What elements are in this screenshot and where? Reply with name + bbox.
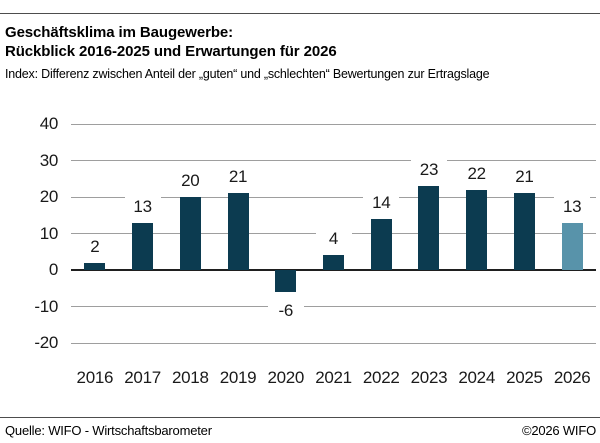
x-axis-label-2018: 2018 — [172, 368, 209, 387]
y-axis-label-30: 30 — [39, 150, 59, 170]
bar-value-label-2019: 21 — [220, 167, 257, 188]
bar-2016 — [84, 262, 106, 270]
bar-2026 — [561, 222, 583, 270]
bar-value-label-2024: 22 — [458, 163, 495, 184]
y-axis-label-40: 40 — [39, 114, 59, 133]
bar-2025 — [513, 193, 535, 270]
x-axis-label-2016: 2016 — [76, 368, 114, 387]
x-axis-label-2024: 2024 — [458, 368, 495, 387]
source-text: Quelle: WIFO - Wirtschaftsbarometer — [5, 423, 212, 438]
gridline-0 — [71, 269, 596, 271]
y-axis-label--10: -10 — [34, 296, 58, 316]
bar-2024 — [466, 189, 488, 270]
bar-value-label-2021: 4 — [315, 229, 352, 250]
bar-2020 — [275, 270, 297, 292]
bar-value-label-2017: 13 — [124, 196, 161, 217]
x-axis-label-2020: 2020 — [267, 368, 305, 387]
gridline--10 — [71, 306, 596, 307]
x-axis-label-2022: 2022 — [362, 368, 400, 387]
bar-2022 — [370, 218, 392, 270]
gridline-30 — [71, 160, 596, 161]
chart-footer: Quelle: WIFO - Wirtschaftsbarometer ©202… — [5, 423, 596, 439]
chart-subtitle: Index: Differenz zwischen Anteil der „gu… — [5, 67, 490, 81]
x-axis-label-2026: 2026 — [553, 368, 591, 387]
chart-title-line1: Geschäftsklima im Baugewerbe: — [5, 24, 234, 41]
footer-divider — [0, 417, 600, 418]
chart-title-line2: Rückblick 2016-2025 und Erwartungen für … — [5, 43, 337, 60]
x-axis-label-2017: 2017 — [124, 368, 161, 387]
y-axis-label--20: -20 — [34, 333, 58, 352]
y-axis-label-10: 10 — [39, 223, 59, 243]
x-axis-label-2025: 2025 — [506, 368, 543, 387]
x-axis-label-2023: 2023 — [410, 368, 448, 387]
bar-value-label-2022: 14 — [363, 192, 400, 213]
gridline--20 — [71, 342, 596, 344]
bar-value-label-2023: 23 — [410, 160, 447, 181]
copyright-text: ©2026 WIFO — [521, 423, 596, 438]
bar-2023 — [418, 186, 440, 270]
x-axis-label-2021: 2021 — [315, 368, 352, 387]
bar-value-label-2016: 2 — [76, 236, 113, 257]
bar-value-label-2020: -6 — [267, 300, 304, 321]
y-axis-label-20: 20 — [39, 187, 59, 206]
bar-value-label-2025: 21 — [506, 167, 543, 188]
bar-2017 — [132, 222, 154, 270]
bar-value-label-2018: 20 — [172, 171, 209, 191]
chart-header: Geschäftsklima im Baugewerbe: Rückblick … — [5, 23, 595, 82]
top-divider — [0, 13, 600, 14]
gridline-40 — [71, 123, 596, 125]
x-axis-label-2019: 2019 — [219, 368, 257, 387]
bar-value-label-2026: 13 — [554, 196, 591, 217]
gridline-20 — [71, 196, 596, 198]
y-axis-label-0: 0 — [48, 260, 58, 279]
bar-2021 — [323, 255, 344, 270]
bar-2019 — [227, 193, 249, 270]
bar-2018 — [179, 197, 201, 270]
